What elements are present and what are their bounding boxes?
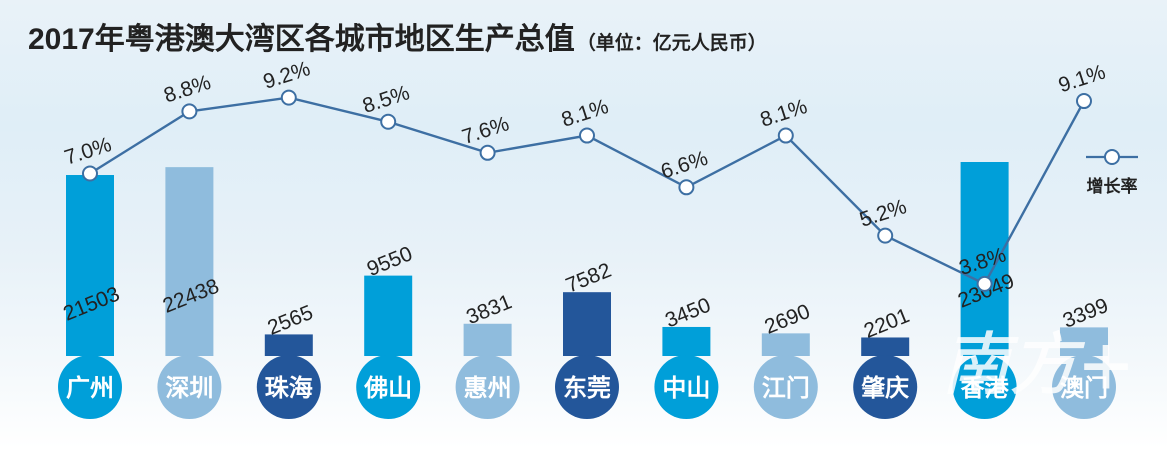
bar-深圳	[165, 167, 214, 356]
growth-point-佛山	[380, 113, 397, 130]
bar-value-label: 2565	[264, 301, 316, 340]
bar-珠海	[264, 334, 313, 356]
city-badge-江门	[753, 355, 818, 419]
city-badge-东莞	[555, 355, 619, 419]
growth-label: 8.8%	[161, 71, 214, 108]
chart-header: 2017年粤港澳大湾区各城市地区生产总值 （单位：亿元人民币）	[28, 14, 767, 58]
chart-title: 2017年粤港澳大湾区各城市地区生产总值	[28, 23, 575, 56]
legend: 增长率	[1086, 149, 1138, 196]
legend-label: 增长率	[1087, 176, 1138, 196]
bar-肇庆	[861, 337, 910, 356]
growth-point-深圳	[181, 103, 198, 120]
growth-line-group: 7.0%8.8% 9.2%8.5%7.6% 8.1%6.6%8.1%5.2%3.8%…	[62, 57, 1109, 292]
city-label: 江门	[762, 374, 810, 402]
growth-point-香港	[976, 275, 993, 292]
bar-香港	[960, 162, 1009, 356]
city-badge-珠海	[256, 355, 321, 419]
growth-label: 8.1%	[559, 95, 612, 132]
city-badge-香港	[952, 355, 1017, 419]
city-label: 香港	[961, 374, 1010, 402]
watermark: 南方+	[941, 326, 1135, 406]
city-label: 广州	[66, 374, 114, 402]
growth-point-江门	[777, 127, 794, 144]
bar-中山	[662, 326, 711, 356]
chart-subtitle: （单位：亿元人民币）	[576, 33, 767, 54]
bar-value-label: 3831	[463, 290, 515, 329]
city-badge-惠州	[455, 355, 520, 419]
city-badge-澳门	[1052, 355, 1116, 419]
legend-marker	[1104, 149, 1120, 165]
city-label: 深圳	[165, 374, 213, 402]
city-label: 澳门	[1060, 374, 1108, 402]
growth-point-中山	[678, 179, 695, 196]
city-labels-group: 广州 深圳 珠海 佛山 惠州 东莞 中山 江门 肇庆 香港 澳门	[58, 355, 1116, 419]
growth-point-珠海	[280, 89, 297, 106]
city-label: 中山	[662, 374, 710, 402]
growth-label: 8.5%	[360, 81, 413, 118]
bar-东莞	[563, 292, 611, 356]
growth-label: 9.1%	[1056, 61, 1109, 98]
city-badge-深圳	[157, 355, 222, 419]
city-label: 惠州	[464, 374, 512, 402]
bar-江门	[761, 333, 810, 356]
city-label: 东莞	[563, 374, 611, 402]
bar-澳门	[1060, 327, 1108, 356]
growth-label: 8.1%	[757, 95, 810, 132]
city-badge-肇庆	[853, 355, 918, 419]
bar-value-label: 2690	[761, 300, 813, 339]
bar-惠州	[463, 323, 512, 356]
growth-point-惠州	[479, 144, 496, 161]
bar-广州	[66, 175, 114, 356]
city-badge-佛山	[356, 355, 421, 419]
bar-value-label: 9550	[364, 242, 416, 281]
growth-point-澳门	[1076, 93, 1092, 110]
city-label: 珠海	[265, 374, 313, 402]
bars-group	[66, 162, 1108, 356]
city-label: 佛山	[363, 374, 412, 402]
growth-label: 7.6%	[459, 112, 512, 149]
bar-value-label: 2201	[861, 304, 913, 343]
bar-佛山	[364, 275, 413, 356]
growth-point-肇庆	[877, 227, 894, 244]
growth-label: 9.2%	[260, 57, 313, 94]
bar-value-label: 7582	[563, 259, 615, 298]
city-badge-广州	[58, 355, 122, 419]
city-badge-中山	[654, 355, 719, 419]
growth-point-广州	[82, 165, 98, 182]
growth-label: 5.2%	[857, 195, 910, 232]
watermark-text: 南方+	[942, 326, 1135, 405]
bar-value-label: 3450	[662, 294, 714, 333]
growth-line	[89, 96, 1086, 286]
growth-point-东莞	[579, 127, 595, 144]
city-label: 肇庆	[861, 374, 909, 402]
